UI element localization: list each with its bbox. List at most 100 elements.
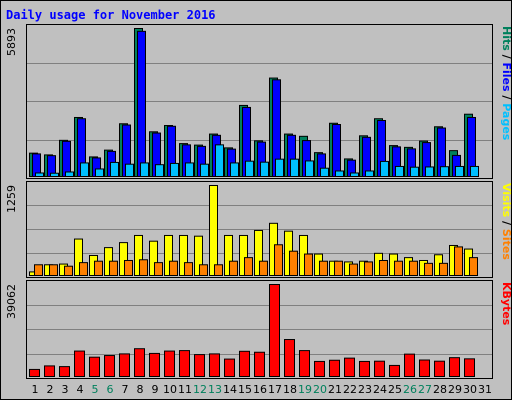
x-tick-label-22: 22 — [343, 383, 357, 396]
bar-kbytes-day-30 — [464, 358, 475, 378]
bar-kbytes-day-7 — [119, 353, 130, 378]
bar-sites-day-15 — [244, 257, 253, 276]
bar-sites-day-6 — [109, 260, 118, 277]
bar-pages-day-24 — [380, 160, 389, 177]
bar-kbytes-day-21 — [329, 359, 340, 377]
bar-sites-day-5 — [94, 260, 103, 277]
bar-sites-day-24 — [379, 259, 388, 277]
bar-kbytes-day-2 — [44, 365, 55, 377]
bar-kbytes-day-15 — [239, 350, 250, 378]
bar-visits-day-8 — [134, 234, 143, 277]
bar-visits-day-13 — [209, 185, 218, 276]
bar-kbytes-day-26 — [404, 353, 415, 377]
y-axis-label-visits_sites: Visits / Sites — [500, 183, 512, 260]
bar-pages-day-9 — [155, 164, 164, 178]
x-tick-label-28: 28 — [433, 383, 447, 396]
bar-sites-day-25 — [394, 260, 403, 277]
bar-visits-day-14 — [224, 234, 233, 277]
x-tick-label-17: 17 — [268, 383, 282, 396]
x-tick-label-12: 12 — [193, 383, 207, 396]
y-axis-label-part: / — [500, 217, 512, 229]
bar-visits-day-12 — [194, 235, 203, 276]
bar-sites-day-2 — [49, 264, 58, 276]
y-axis-label-part: Sites — [500, 229, 512, 260]
bar-pages-day-6 — [110, 161, 119, 177]
bar-sites-day-11 — [184, 262, 193, 277]
bar-pages-day-10 — [170, 162, 179, 178]
bar-sites-day-12 — [199, 264, 208, 276]
bar-kbytes-day-5 — [89, 356, 100, 377]
y-axis-label-hits_files_pages: Hits / Files / Pages — [500, 26, 512, 141]
bar-visits-day-10 — [164, 234, 173, 277]
bar-sites-day-16 — [259, 260, 268, 277]
bar-sites-day-28 — [439, 262, 448, 277]
x-tick-label-24: 24 — [373, 383, 387, 396]
x-tick-label-15: 15 — [238, 383, 252, 396]
bar-pages-day-1 — [35, 172, 44, 177]
bar-kbytes-day-6 — [104, 355, 115, 377]
x-tick-label-13: 13 — [208, 383, 222, 396]
bar-pages-day-4 — [80, 162, 89, 177]
bar-pages-day-26 — [410, 166, 419, 178]
x-tick-label-5: 5 — [92, 383, 99, 396]
bar-files-day-3 — [62, 140, 71, 178]
bar-kbytes-day-20 — [314, 360, 325, 377]
x-tick-label-8: 8 — [137, 383, 144, 396]
y-max-label-hits_files_pages: 5893 — [5, 28, 18, 56]
y-axis-label-part: Hits — [500, 26, 512, 51]
bar-kbytes-day-3 — [59, 366, 70, 377]
bar-sites-day-9 — [154, 262, 163, 277]
y-axis-label-part: Files — [500, 62, 512, 92]
bar-kbytes-day-13 — [209, 353, 220, 378]
y-axis-label-part: KBytes — [500, 282, 512, 326]
bar-pages-day-30 — [470, 165, 479, 177]
bar-pages-day-23 — [365, 170, 374, 178]
x-tick-label-1: 1 — [32, 383, 39, 396]
bar-sites-day-21 — [334, 260, 343, 277]
bar-pages-day-7 — [125, 163, 134, 178]
bar-pages-day-17 — [275, 158, 284, 177]
y-max-label-kbytes: 39062 — [5, 284, 18, 319]
x-tick-label-11: 11 — [178, 383, 192, 396]
bar-sites-day-17 — [274, 244, 283, 277]
y-axis-label-part: Pages — [500, 103, 512, 141]
bar-pages-day-22 — [350, 172, 359, 177]
bar-pages-day-3 — [65, 171, 74, 178]
bar-kbytes-day-17 — [269, 284, 280, 377]
bar-kbytes-day-23 — [359, 360, 370, 377]
bar-visits-day-4 — [74, 238, 83, 276]
bar-files-day-8 — [137, 30, 146, 178]
x-tick-label-7: 7 — [122, 383, 129, 396]
x-tick-label-18: 18 — [283, 383, 297, 396]
x-tick-label-26: 26 — [403, 383, 417, 396]
x-tick-label-6: 6 — [107, 383, 114, 396]
y-axis-label-part: Visits — [500, 183, 512, 218]
y-axis-label-kbytes: KBytes — [500, 282, 512, 326]
x-tick-label-14: 14 — [223, 383, 237, 396]
bar-sites-day-26 — [409, 260, 418, 277]
x-tick-label-3: 3 — [62, 383, 69, 396]
bar-sites-day-14 — [229, 260, 238, 277]
bar-kbytes-day-28 — [434, 360, 445, 378]
bar-kbytes-day-9 — [149, 352, 160, 377]
bar-kbytes-day-10 — [164, 350, 175, 377]
bar-kbytes-day-11 — [179, 350, 190, 377]
bar-sites-day-20 — [319, 260, 328, 277]
bar-sites-day-4 — [79, 262, 88, 277]
bar-kbytes-day-18 — [284, 339, 295, 377]
bar-pages-day-15 — [245, 160, 254, 178]
bar-pages-day-20 — [320, 167, 329, 178]
y-max-label-visits_sites: 1259 — [5, 185, 18, 213]
bar-pages-day-5 — [95, 168, 104, 177]
bar-kbytes-day-22 — [344, 357, 355, 378]
bar-sites-day-13 — [214, 264, 223, 276]
bar-sites-day-22 — [349, 263, 358, 276]
x-tick-label-9: 9 — [152, 383, 159, 396]
bar-pages-day-12 — [200, 163, 209, 178]
bar-pages-day-8 — [140, 162, 149, 177]
bar-kbytes-day-4 — [74, 350, 85, 377]
bar-kbytes-day-16 — [254, 351, 265, 377]
y-axis-label-part: / — [500, 92, 512, 104]
bar-sites-day-23 — [364, 261, 373, 276]
